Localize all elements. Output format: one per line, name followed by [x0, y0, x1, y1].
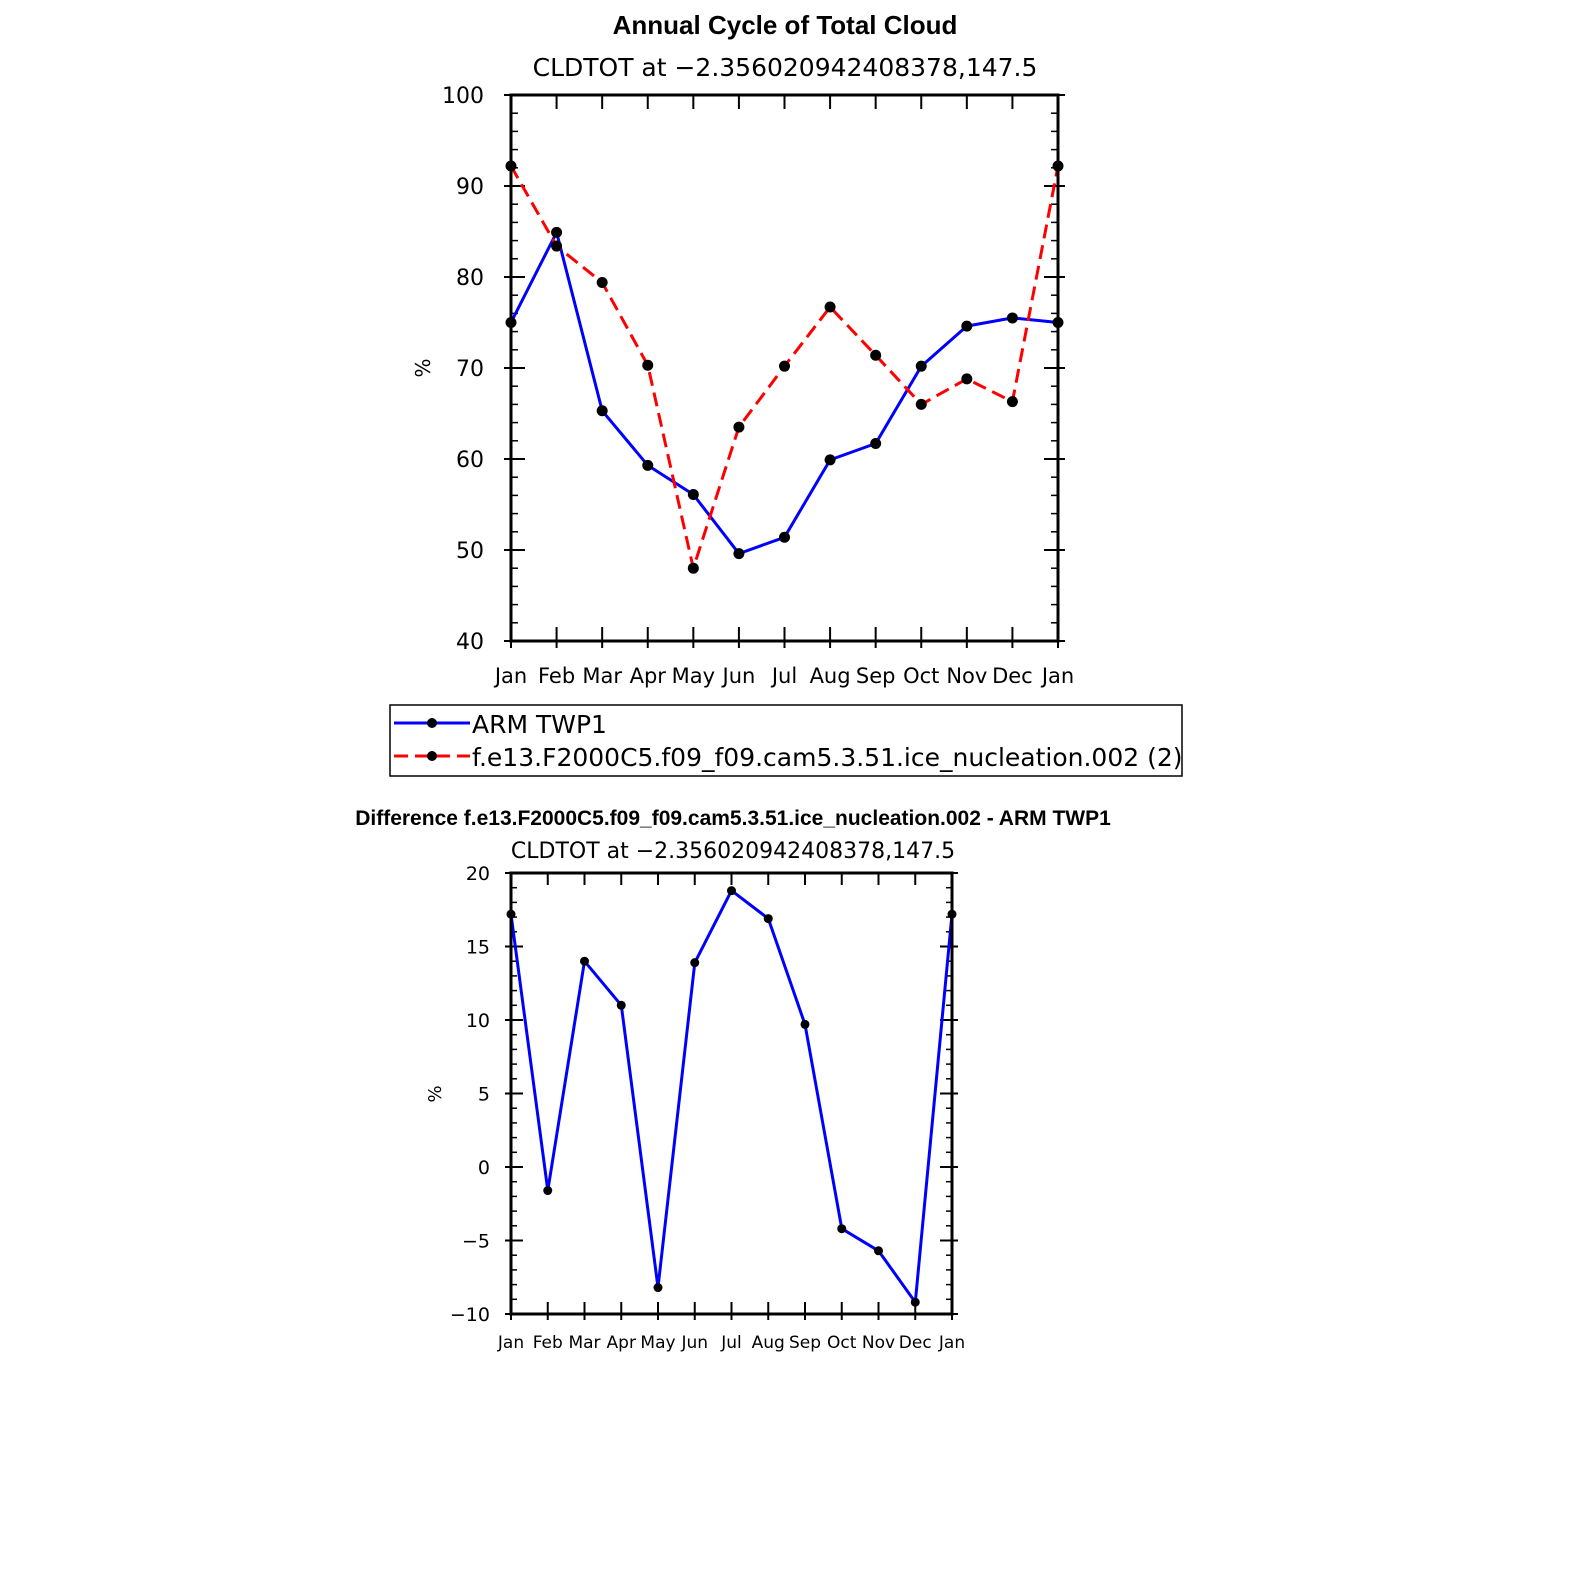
plot-frame — [509, 93, 1060, 643]
y-tick-label: 5 — [478, 1083, 490, 1105]
x-tick-label: Sep — [789, 1333, 821, 1353]
y-tick-label: 70 — [456, 357, 484, 382]
plot-frame — [509, 871, 954, 1316]
y-tick-label: −10 — [450, 1304, 490, 1326]
y-axis-label: % — [411, 358, 435, 377]
data-point — [961, 373, 973, 385]
series-line — [509, 230, 1059, 556]
data-point — [763, 914, 773, 924]
data-point — [1006, 396, 1018, 408]
y-tick-label: 80 — [456, 266, 484, 291]
y-tick-label: 40 — [456, 630, 484, 655]
data-point — [910, 1297, 920, 1307]
y-tick-label: 20 — [466, 863, 490, 885]
data-point — [733, 421, 745, 433]
data-point — [870, 438, 882, 450]
chart-subtitle: CLDTOT at −2.356020942408378,147.5 — [511, 839, 955, 864]
x-tick-label: Jun — [680, 1333, 708, 1353]
x-tick-label: Feb — [538, 664, 575, 688]
legend: ARM TWP1 f.e13.F2000C5.f09_f09.cam5.3.51… — [389, 704, 1183, 777]
data-point — [915, 360, 927, 372]
x-tick-label: Jan — [1040, 664, 1074, 688]
data-point — [1006, 312, 1018, 324]
legend-box — [389, 704, 1183, 777]
legend-label: f.e13.F2000C5.f09_f09.cam5.3.51.ice_nucl… — [472, 743, 1183, 772]
data-point — [824, 301, 836, 313]
legend-swatch-marker — [427, 718, 437, 728]
plot-content: Jan Feb Mar Apr May Jun Jul Aug Sep Oct Nov Dec Jan 4… — [442, 84, 1074, 688]
y-tick-label: 100 — [442, 84, 484, 109]
data-point — [687, 488, 699, 500]
x-tick-label: May — [640, 1333, 675, 1353]
x-tick-label: Aug — [752, 1333, 785, 1353]
data-point — [690, 958, 700, 968]
data-point — [779, 360, 790, 372]
data-point — [580, 956, 589, 966]
x-tick-label: Sep — [856, 664, 896, 688]
x-tick-label: Nov — [946, 664, 987, 688]
data-point — [733, 548, 745, 560]
data-point — [642, 359, 654, 371]
y-tick-label: 10 — [466, 1010, 490, 1032]
data-point — [779, 531, 790, 543]
x-tick-label: Mar — [582, 664, 622, 688]
x-tick-label: Oct — [827, 1333, 857, 1353]
chart-subtitle: CLDTOT at −2.356020942408378,147.5 — [533, 53, 1038, 82]
x-tick-label: Jun — [721, 664, 756, 688]
data-point — [551, 226, 563, 238]
data-point — [687, 562, 699, 574]
legend-item: ARM TWP1 — [394, 710, 607, 739]
chart-title: Annual Cycle of Total Cloud — [613, 10, 958, 40]
series-line — [509, 889, 954, 1304]
x-tick-label: Nov — [862, 1333, 895, 1353]
x-tick-label: Feb — [533, 1333, 563, 1353]
x-tick-label: Dec — [899, 1333, 932, 1353]
x-tick-label: Jan — [497, 1333, 524, 1353]
y-tick-label: 50 — [456, 539, 484, 564]
data-point — [642, 459, 654, 471]
x-tick-label: Apr — [607, 1333, 636, 1353]
data-point — [543, 1186, 553, 1196]
x-tick-label: Jan — [493, 664, 527, 688]
data-point — [915, 398, 927, 410]
data-point — [961, 320, 973, 332]
data-point — [616, 1000, 626, 1010]
x-tick-label: Aug — [810, 664, 851, 688]
data-point — [837, 1224, 847, 1234]
legend-swatch-marker — [427, 751, 437, 761]
data-point — [551, 240, 563, 252]
x-tick-label: Dec — [992, 664, 1033, 688]
legend-item: f.e13.F2000C5.f09_f09.cam5.3.51.ice_nucl… — [394, 743, 1183, 772]
y-tick-label: 90 — [456, 175, 484, 200]
x-tick-label: Jul — [770, 664, 797, 688]
plot-content: Jan Feb Mar Apr May Jun Jul Aug Sep Oct Nov Dec Jan−… — [450, 863, 965, 1353]
data-point — [727, 886, 736, 896]
y-axis-label: % — [425, 1085, 446, 1102]
chart-title: Difference f.e13.F2000C5.f09_f09.cam5.3.… — [355, 807, 1111, 830]
x-tick-label: Jan — [938, 1333, 965, 1353]
y-tick-label: 15 — [466, 936, 490, 958]
x-tick-label: Apr — [630, 664, 667, 688]
legend-label: ARM TWP1 — [472, 710, 607, 739]
data-point — [596, 405, 608, 417]
data-point — [653, 1283, 663, 1293]
data-point — [596, 276, 608, 288]
data-point — [870, 349, 882, 361]
x-tick-label: Jul — [720, 1333, 742, 1353]
annual-cycle-chart: Annual Cycle of Total Cloud CLDTOT at −2… — [389, 10, 1183, 777]
y-tick-label: 0 — [478, 1157, 490, 1179]
x-tick-label: May — [672, 664, 715, 688]
data-point — [824, 454, 836, 466]
y-tick-label: −5 — [462, 1230, 490, 1252]
y-tick-label: 60 — [456, 448, 484, 473]
data-point — [800, 1019, 810, 1029]
x-tick-label: Mar — [568, 1333, 600, 1353]
data-point — [874, 1246, 883, 1256]
x-tick-label: Oct — [903, 664, 939, 688]
difference-chart: Difference f.e13.F2000C5.f09_f09.cam5.3.… — [355, 807, 1111, 1353]
